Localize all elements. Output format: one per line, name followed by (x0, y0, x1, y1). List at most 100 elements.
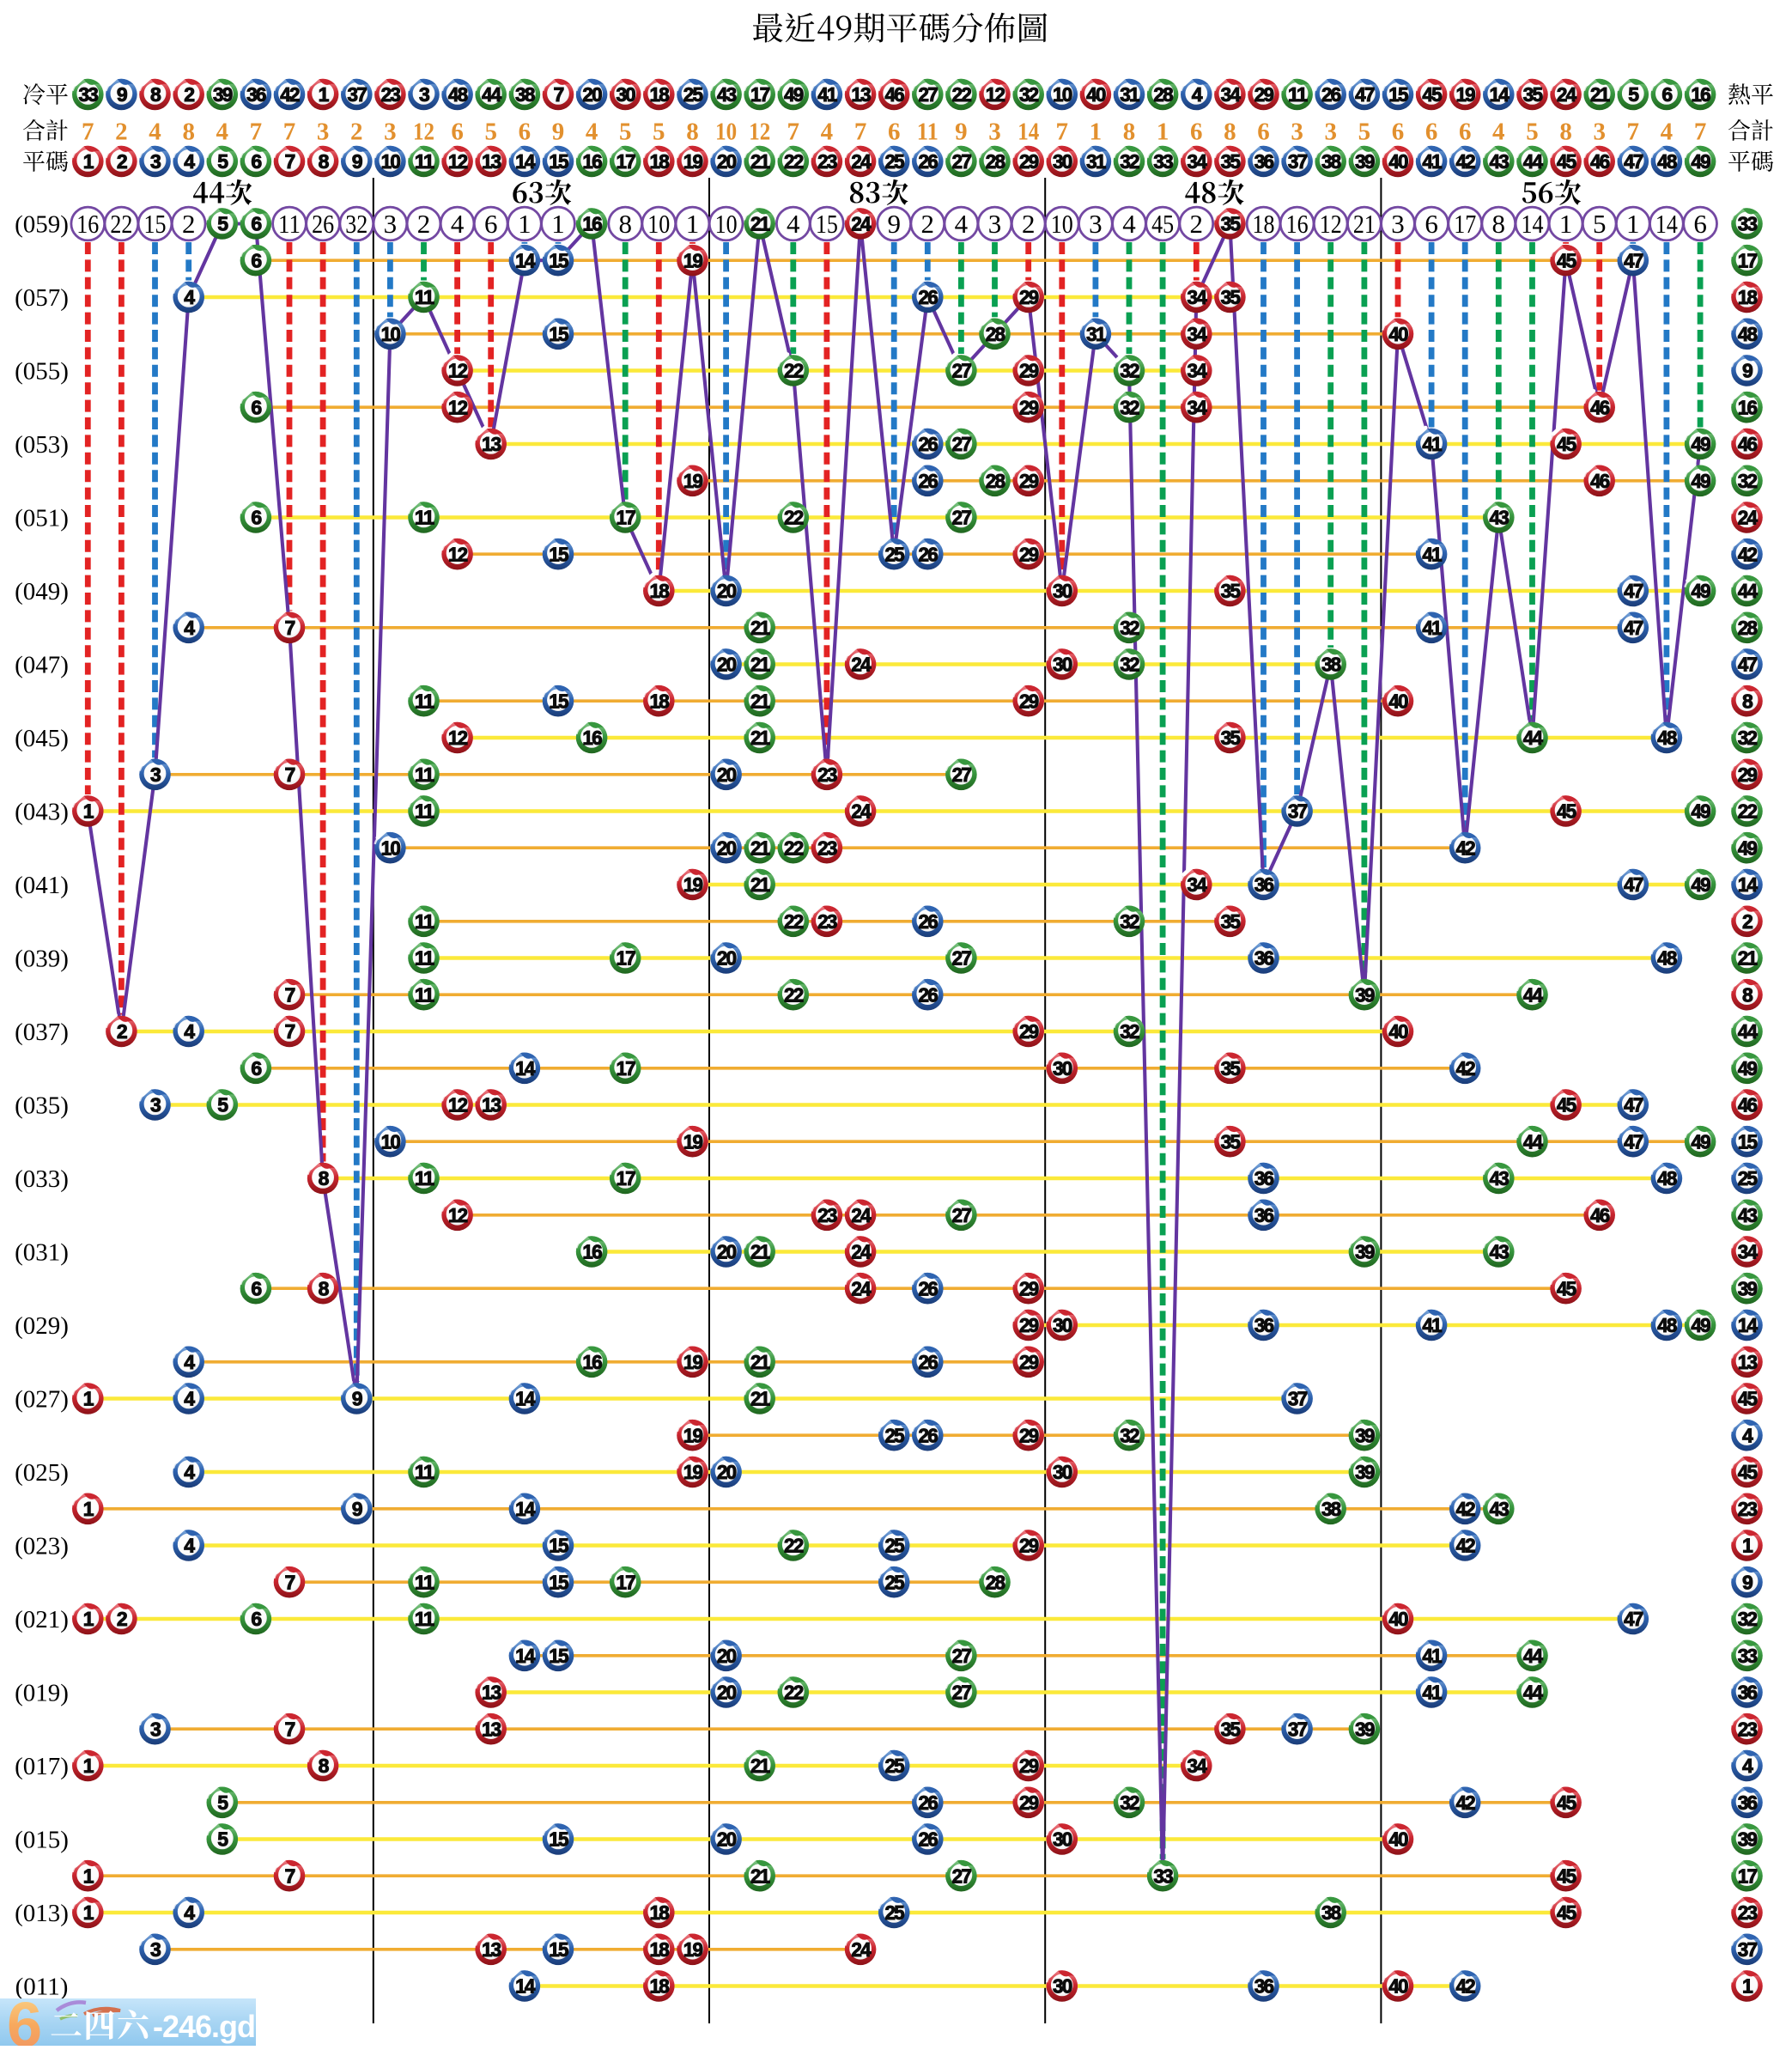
svg-text:9: 9 (352, 150, 362, 173)
svg-text:12: 12 (448, 1204, 467, 1226)
svg-text:23: 23 (817, 837, 836, 860)
svg-text:18: 18 (650, 83, 670, 106)
svg-text:22: 22 (110, 209, 132, 239)
svg-text:41: 41 (1422, 433, 1442, 455)
svg-text:2: 2 (1742, 910, 1753, 933)
svg-text:40: 40 (1388, 323, 1407, 345)
svg-text:29: 29 (1254, 83, 1273, 106)
svg-text:32: 32 (1120, 1020, 1139, 1043)
svg-text:46: 46 (1738, 433, 1757, 455)
svg-text:-246.gd: -246.gd (153, 2009, 255, 2044)
svg-text:5: 5 (1526, 119, 1539, 146)
svg-text:1: 1 (1090, 119, 1103, 146)
svg-text:13: 13 (1738, 1351, 1757, 1373)
svg-text:44: 44 (482, 83, 501, 106)
svg-text:14: 14 (515, 1498, 535, 1520)
svg-text:16: 16 (582, 727, 601, 749)
svg-text:47: 47 (1624, 617, 1643, 639)
svg-text:16: 16 (1738, 396, 1757, 418)
svg-text:13: 13 (482, 150, 501, 173)
svg-text:17: 17 (616, 947, 635, 970)
svg-text:26: 26 (919, 544, 938, 566)
svg-text:48: 48 (1657, 1314, 1677, 1336)
svg-text:27: 27 (952, 1682, 971, 1704)
svg-text:6: 6 (1257, 119, 1270, 146)
svg-text:36: 36 (1254, 873, 1273, 896)
svg-text:16: 16 (582, 213, 601, 235)
svg-text:10: 10 (1053, 83, 1072, 106)
svg-text:3: 3 (384, 209, 398, 239)
svg-text:15: 15 (549, 1938, 568, 1961)
svg-text:3: 3 (150, 1094, 161, 1116)
svg-text:47: 47 (1624, 873, 1643, 896)
svg-text:29: 29 (1019, 1278, 1038, 1300)
svg-text:3: 3 (150, 1938, 161, 1961)
svg-text:7: 7 (787, 119, 800, 146)
svg-text:22: 22 (952, 83, 971, 106)
svg-text:2: 2 (117, 1608, 127, 1630)
svg-text:45: 45 (1557, 433, 1576, 455)
svg-text:42: 42 (1455, 1975, 1474, 1998)
svg-text:(041): (041) (15, 872, 69, 899)
svg-text:9: 9 (117, 83, 127, 106)
svg-text:3: 3 (419, 83, 429, 106)
svg-text:7: 7 (283, 119, 296, 146)
svg-text:39: 39 (1355, 1461, 1374, 1483)
svg-text:1: 1 (1157, 119, 1169, 146)
svg-text:11: 11 (415, 1167, 435, 1189)
svg-text:6: 6 (888, 119, 901, 146)
svg-text:35: 35 (1221, 213, 1241, 235)
svg-text:48: 48 (1657, 727, 1677, 749)
svg-text:42: 42 (1455, 150, 1474, 173)
svg-text:14: 14 (1655, 209, 1678, 239)
svg-text:28: 28 (986, 150, 1005, 173)
svg-text:44: 44 (1523, 150, 1543, 173)
svg-text:14: 14 (515, 1645, 535, 1667)
svg-text:16: 16 (76, 209, 99, 239)
svg-text:41: 41 (1422, 1682, 1442, 1704)
svg-text:21: 21 (1738, 947, 1758, 970)
svg-text:29: 29 (1019, 286, 1038, 308)
svg-text:6: 6 (1425, 119, 1438, 146)
svg-text:13: 13 (482, 433, 501, 455)
svg-text:41: 41 (1422, 1645, 1442, 1667)
svg-text:29: 29 (1019, 1314, 1038, 1336)
svg-text:45: 45 (1557, 249, 1576, 271)
svg-text:37: 37 (1288, 1718, 1307, 1741)
svg-text:49: 49 (1738, 1057, 1757, 1080)
svg-text:39: 39 (1355, 1241, 1374, 1263)
svg-text:29: 29 (1019, 544, 1038, 566)
svg-text:3: 3 (1593, 119, 1606, 146)
svg-text:38: 38 (1321, 1498, 1341, 1520)
svg-text:32: 32 (1120, 910, 1139, 933)
svg-text:21: 21 (750, 1864, 770, 1887)
svg-text:14: 14 (1522, 209, 1544, 239)
svg-text:15: 15 (549, 1645, 568, 1667)
svg-text:47: 47 (1624, 580, 1643, 602)
svg-text:17: 17 (616, 1057, 635, 1080)
svg-text:47: 47 (1738, 654, 1757, 676)
svg-text:37: 37 (1288, 1388, 1307, 1410)
svg-text:27: 27 (952, 947, 971, 970)
svg-text:41: 41 (1422, 1314, 1442, 1336)
svg-text:17: 17 (616, 150, 635, 173)
svg-text:7: 7 (285, 984, 295, 1007)
svg-text:26: 26 (919, 984, 938, 1007)
svg-text:2: 2 (921, 209, 935, 239)
svg-text:23: 23 (817, 910, 836, 933)
svg-text:12: 12 (986, 83, 1005, 106)
svg-text:24: 24 (851, 654, 871, 676)
svg-text:32: 32 (1120, 1791, 1139, 1814)
svg-text:35: 35 (1221, 727, 1241, 749)
svg-text:15: 15 (549, 323, 568, 345)
svg-text:(035): (035) (15, 1092, 69, 1120)
svg-text:6: 6 (251, 213, 261, 235)
svg-text:20: 20 (582, 83, 601, 106)
svg-text:46: 46 (1590, 470, 1609, 492)
svg-text:49: 49 (1691, 150, 1710, 173)
svg-text:3: 3 (988, 119, 1001, 146)
svg-text:49: 49 (1691, 1131, 1710, 1153)
svg-text:13: 13 (482, 1682, 501, 1704)
svg-text:4: 4 (451, 209, 465, 239)
svg-text:11: 11 (1288, 83, 1309, 106)
